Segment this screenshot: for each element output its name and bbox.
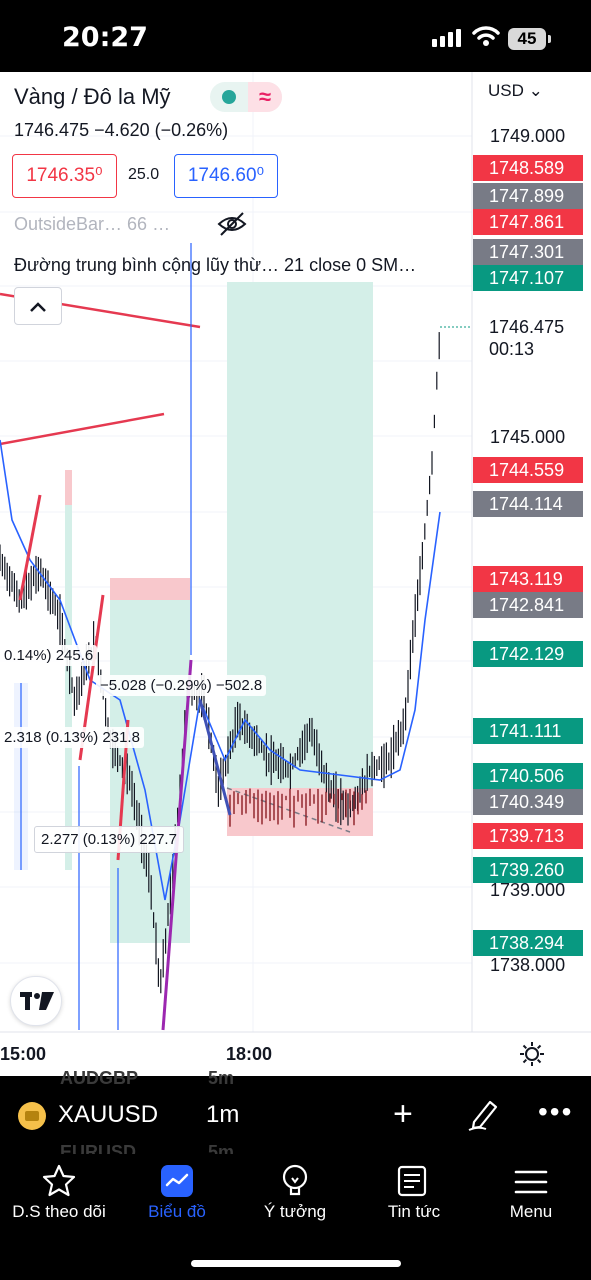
price-tag: 1747.107 xyxy=(473,265,583,291)
price-change-line: 1746.475 −4.620 (−0.26%) xyxy=(14,120,229,140)
chart-canvas[interactable] xyxy=(0,72,591,1076)
battery-indicator: 45 xyxy=(508,28,551,50)
ghost-timeframe: 5m xyxy=(208,1068,235,1088)
time-axis-label: 18:00 xyxy=(226,1044,273,1064)
symbol-toolbar xyxy=(0,1076,591,1154)
trend-line xyxy=(0,412,165,446)
status-bar: 20:27 45 xyxy=(0,0,591,72)
buy-button[interactable]: 1746.60⁰ xyxy=(174,154,278,198)
price-tag: 1740.506 xyxy=(473,763,583,789)
wifi-icon xyxy=(472,26,500,46)
sell-button[interactable]: 1746.35⁰ xyxy=(12,154,117,198)
add-icon[interactable]: + xyxy=(393,1095,413,1133)
measure-range xyxy=(14,683,28,870)
price-tag: 1744.559 xyxy=(473,457,583,483)
measure-label[interactable]: 2.277 (0.13%) 227.7 xyxy=(34,826,184,853)
measure-label[interactable]: 0.14%) 245.6 xyxy=(0,645,98,666)
price-tag: 1742.129 xyxy=(473,641,583,667)
price-tag: 1747.861 xyxy=(473,209,583,235)
price-tag: 1741.111 xyxy=(473,718,583,744)
timeframe-selector[interactable]: 1m xyxy=(206,1101,240,1128)
measure-label[interactable]: −5.028 (−0.29%) −502.8 xyxy=(96,675,267,696)
price-tag: 1748.589 xyxy=(473,155,583,181)
star-icon[interactable] xyxy=(41,1164,77,1198)
long-position-loss-zone xyxy=(227,788,373,836)
more-options-icon[interactable]: ••• xyxy=(538,1096,574,1127)
cellular-signal-icon xyxy=(432,29,461,47)
indicator-outsidebar[interactable]: OutsideBar… 66 … xyxy=(14,214,171,234)
market-open-dot-icon xyxy=(222,90,236,104)
lightbulb-icon[interactable] xyxy=(280,1164,310,1200)
price-tag: 1747.899 xyxy=(473,183,583,209)
price-tag: 1738.294 xyxy=(473,930,583,956)
delayed-data-icon[interactable]: ≈ xyxy=(248,82,282,112)
price-tag: 1739.260 xyxy=(473,857,583,883)
dashed-projection xyxy=(226,787,351,833)
position-loss-zone xyxy=(110,578,190,600)
position-loss-zone xyxy=(65,470,72,505)
tab-menu[interactable]: Menu xyxy=(509,1202,553,1221)
chart-icon[interactable] xyxy=(160,1164,194,1198)
chevron-up-icon xyxy=(30,302,46,312)
current-price: 1746.475 xyxy=(489,317,565,337)
symbol-selector[interactable]: XAUUSD xyxy=(58,1101,159,1128)
tradingview-logo-icon xyxy=(20,992,54,1010)
ghost-symbol: AUDGBP xyxy=(60,1068,139,1088)
tab-watchlist[interactable]: D.S theo dõi xyxy=(12,1202,106,1221)
price-tag: 1743.119 xyxy=(473,566,583,592)
price-tag: 1740.349 xyxy=(473,789,583,815)
axis-label: 1739.000 xyxy=(490,880,566,900)
long-position-profit-zone xyxy=(227,282,373,788)
price-tag: 1739.713 xyxy=(473,823,583,849)
tab-ideas[interactable]: Ý tưởng xyxy=(263,1202,327,1221)
price-tag: 1742.841 xyxy=(473,592,583,618)
eye-hidden-icon[interactable] xyxy=(216,210,248,238)
home-indicator xyxy=(191,1260,401,1267)
collapse-legend-button[interactable] xyxy=(14,287,62,325)
tab-chart[interactable]: Biểu đồ xyxy=(148,1202,206,1221)
drawn-segment xyxy=(18,494,42,601)
position-profit-zone xyxy=(65,505,72,870)
ema-line xyxy=(0,439,441,901)
measure-label[interactable]: 2.318 (0.13%) 231.8 xyxy=(0,727,144,748)
time-axis-label: 15:00 xyxy=(0,1044,47,1064)
indicator-ema[interactable]: Đường trung bình cộng lũy thừ… 21 close … xyxy=(14,255,417,275)
news-icon[interactable] xyxy=(396,1164,430,1198)
axis-label: 1745.000 xyxy=(490,427,566,447)
drawn-segment xyxy=(198,699,232,816)
spread-value: 25.0 xyxy=(128,166,160,183)
tradingview-logo[interactable] xyxy=(10,976,62,1026)
axis-label: 1738.000 xyxy=(490,955,566,975)
price-tag: 1744.114 xyxy=(473,491,583,517)
tab-news[interactable]: Tin tức xyxy=(387,1202,441,1221)
axis-label: 1749.000 xyxy=(490,126,566,146)
currency-selector[interactable]: USD ⌄ xyxy=(488,81,543,100)
drawing-pen-icon[interactable] xyxy=(466,1096,500,1132)
status-time: 20:27 xyxy=(62,22,148,53)
current-price-label: 1746.475 00:13 xyxy=(489,316,564,360)
menu-icon[interactable] xyxy=(514,1168,548,1196)
gold-coin-icon xyxy=(18,1102,46,1130)
symbol-title: Vàng / Đô la Mỹ xyxy=(14,84,171,109)
currency-label: USD xyxy=(488,81,524,100)
price-tag: 1747.301 xyxy=(473,239,583,265)
bar-countdown: 00:13 xyxy=(489,339,535,359)
bottom-tab-bar xyxy=(0,1154,591,1280)
chart-settings-icon[interactable] xyxy=(519,1041,545,1067)
